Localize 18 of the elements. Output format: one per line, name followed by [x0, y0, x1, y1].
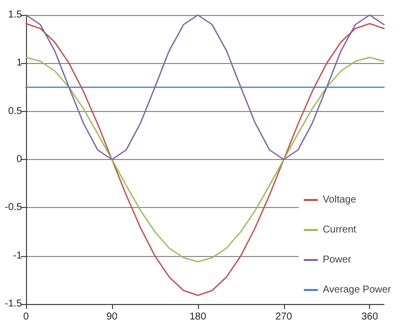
y-tick-label: 0.5	[8, 106, 22, 117]
line-series	[25, 56, 385, 262]
legend-label: Voltage	[322, 194, 357, 206]
y-tick-label: 0	[16, 154, 22, 165]
legend-label: Average Power	[322, 284, 392, 296]
line-series	[25, 14, 385, 160]
y-tick-label: 1	[16, 58, 22, 69]
x-tick-label: 270	[275, 312, 293, 322]
x-tick-label: 180	[189, 312, 207, 322]
x-tick-label: 360	[361, 312, 378, 322]
y-tick-label: 1.5	[8, 10, 22, 20]
legend-label: Power	[322, 254, 352, 266]
y-tick-label: -0.5	[4, 202, 22, 214]
legend-label: Current	[322, 224, 356, 236]
y-tick-label: -1	[13, 250, 22, 262]
x-tick-label: 90	[106, 312, 118, 322]
x-tick-label: 0	[23, 312, 30, 322]
y-tick-label: -1.5	[4, 298, 22, 310]
